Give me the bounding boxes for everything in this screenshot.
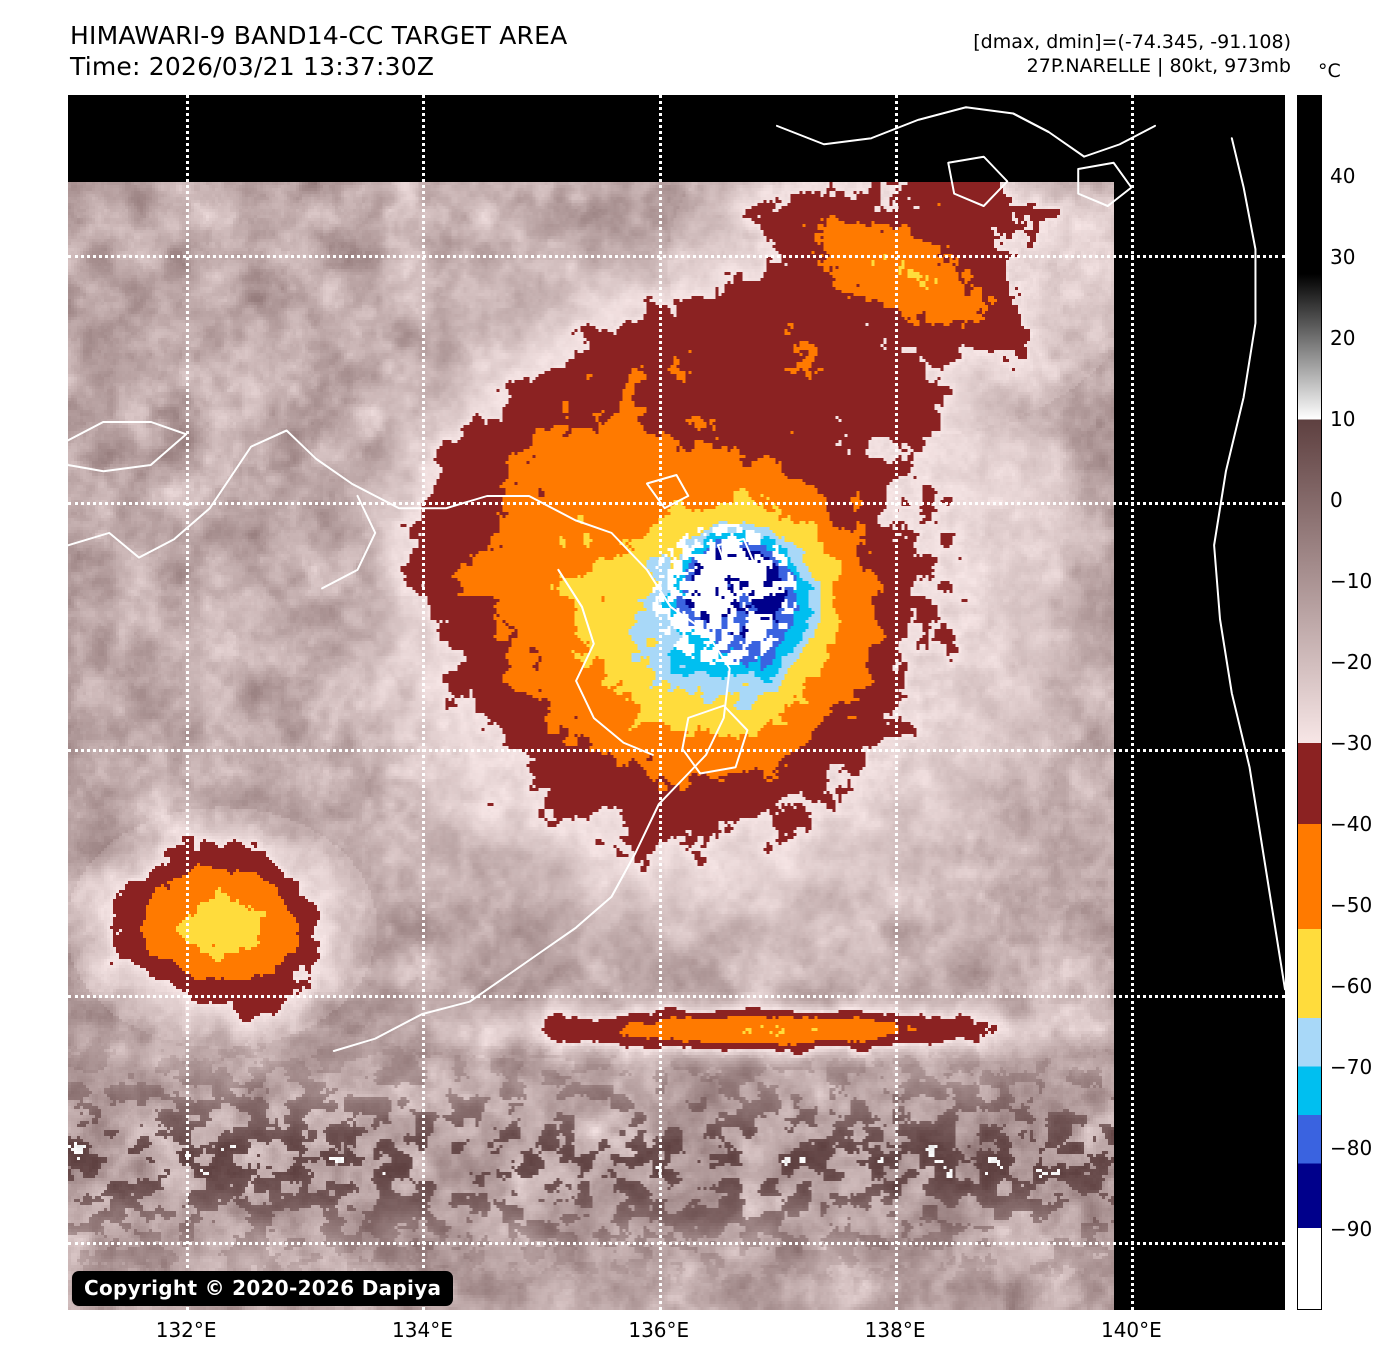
colorbar-tick-label: 30 [1330,245,1356,269]
longitude-tick-label: 138°E [864,1318,926,1342]
coastline-overlay [68,95,1285,1310]
temperature-colorbar [1297,95,1322,1310]
colorbar-tick-label: −30 [1330,731,1373,755]
longitude-tick-label: 140°E [1100,1318,1162,1342]
colorbar-tick-label: −80 [1330,1136,1373,1160]
timestamp: Time: 2026/03/21 13:37:30Z [70,52,435,81]
copyright-banner: Copyright © 2020-2026 Dapiya [72,1271,454,1306]
colorbar-tick-label: 0 [1330,488,1343,512]
colorbar-tick-label: −40 [1330,812,1373,836]
longitude-tick-label: 136°E [628,1318,690,1342]
colorbar-tick-label: −60 [1330,974,1373,998]
storm-info: 27P.NARELLE | 80kt, 973mb [1026,55,1291,77]
colorbar-tick-label: −10 [1330,569,1373,593]
longitude-tick-label: 134°E [392,1318,453,1342]
colorbar-tick-label: −50 [1330,893,1373,917]
colorbar-tick-label: −70 [1330,1055,1373,1079]
page-title: HIMAWARI-9 BAND14-CC TARGET AREA [70,21,568,50]
satellite-image-plot: Copyright © 2020-2026 Dapiya [68,95,1285,1310]
colorbar-unit-label: °C [1318,60,1341,82]
colorbar-tick-label: −90 [1330,1217,1373,1241]
colorbar-tick-label: −20 [1330,650,1373,674]
longitude-tick-label: 132°E [155,1318,217,1342]
metadata-block: [dmax, dmin]=(-74.345, -91.108) 27P.NARE… [973,30,1291,78]
infrared-brightness-temperature-raster [68,95,1285,1310]
colorbar-gradient [1298,96,1321,1309]
title-block: HIMAWARI-9 BAND14-CC TARGET AREA Time: 2… [70,20,567,82]
colorbar-tick-label: 20 [1330,326,1356,350]
dmax-dmin-readout: [dmax, dmin]=(-74.345, -91.108) [973,31,1291,53]
colorbar-tick-label: 10 [1330,407,1356,431]
colorbar-tick-label: 40 [1330,164,1356,188]
